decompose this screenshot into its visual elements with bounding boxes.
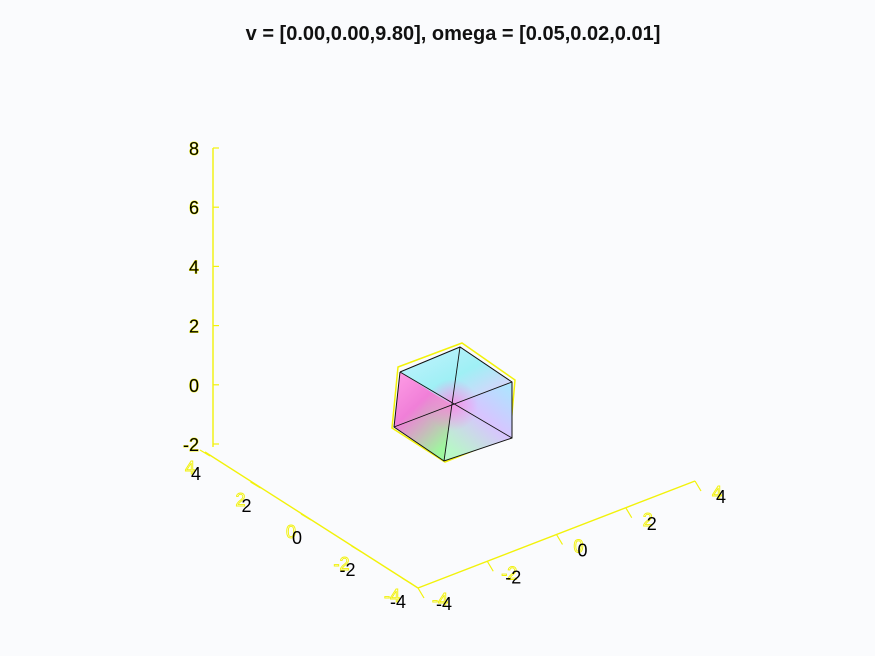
x-tick-mark [486, 560, 494, 572]
x-tick-label-shadow: 2 [643, 510, 653, 530]
z-tick-label-shadow: 0 [189, 376, 199, 396]
chart-title: v = [0.00,0.00,9.80], omega = [0.05,0.02… [246, 23, 661, 45]
x-tick-mark [625, 507, 633, 519]
z-tick-label-shadow: 2 [189, 317, 199, 337]
y-tick-mark [300, 513, 312, 521]
y-tick-label-shadow: -2 [333, 554, 349, 574]
x-tick-mark [417, 587, 425, 599]
x-tick-label-shadow: 0 [573, 537, 583, 557]
z-tick-label: -2 [183, 435, 199, 455]
y-tick-label: -4 [390, 592, 406, 612]
z-tick-label: 6 [189, 198, 199, 218]
x-tick-label-shadow: 4 [712, 483, 722, 503]
y-tick-label: 4 [191, 464, 201, 484]
z-tick-label: 2 [189, 317, 199, 337]
z-tick-label-shadow: 8 [189, 139, 199, 159]
z-tick-label-shadow: 4 [189, 257, 199, 277]
y-tick-mark [250, 481, 261, 489]
z-tick-label: 8 [189, 139, 199, 159]
y-tick-label: -2 [339, 560, 355, 580]
y-tick-label: 0 [292, 528, 302, 548]
z-tick-label: 4 [189, 257, 199, 277]
x-tick-mark [555, 534, 564, 545]
x-tick-label: 4 [716, 487, 726, 507]
y-tick-mark [199, 449, 211, 457]
z-tick-label-shadow: 6 [189, 198, 199, 218]
cube-edge-3 [393, 381, 513, 428]
y-tick-label-shadow: 0 [286, 522, 296, 542]
x-tick-label-shadow: -2 [501, 563, 517, 583]
x-axis-ticks: -4-4 -2-2 00 22 44 [417, 480, 726, 614]
x-tick-label: -2 [505, 567, 521, 587]
x-tick-mark [694, 480, 702, 492]
y-tick-label: 2 [241, 496, 251, 516]
cube [391, 342, 516, 463]
y-tick-label-shadow: -4 [384, 586, 400, 606]
cube-edge-1 [399, 371, 513, 439]
cube-edge-2 [443, 346, 461, 462]
x-tick-label-shadow: -4 [432, 590, 448, 610]
x-tick-label: 0 [577, 541, 587, 561]
z-tick-label: 0 [189, 376, 199, 396]
y-axis-line [204, 451, 419, 589]
y-tick-mark [401, 577, 413, 585]
y-tick-mark [351, 545, 362, 553]
y-tick-label-shadow: 4 [185, 458, 195, 478]
x-tick-label: -4 [436, 594, 452, 614]
x-tick-label: 2 [647, 514, 657, 534]
y-tick-label-shadow: 2 [235, 490, 245, 510]
cube-face-left [394, 372, 452, 461]
y-axis-ticks: -4-4 -2-2 00 22 44 [185, 449, 413, 612]
z-tick-label-shadow: -2 [183, 435, 199, 455]
